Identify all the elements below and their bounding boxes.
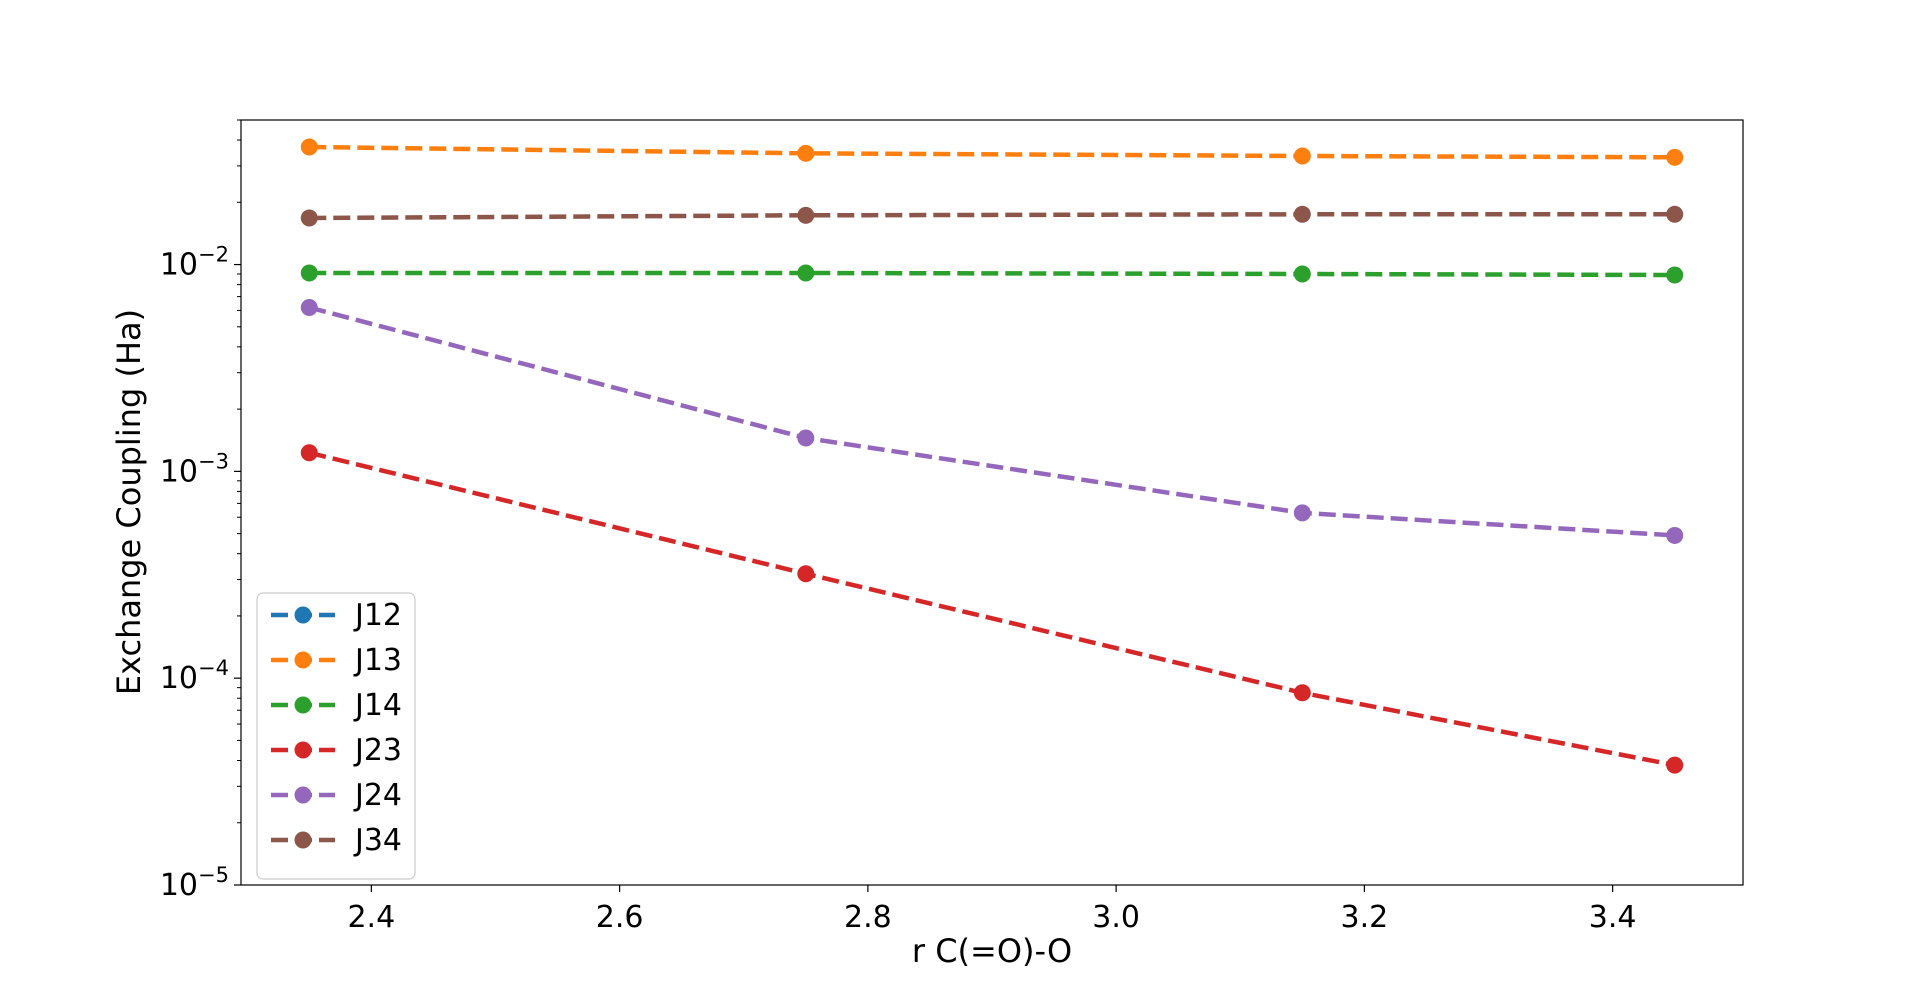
series-layer	[300, 138, 1684, 774]
series-line-j24	[308, 305, 1675, 538]
legend-marker-j13	[294, 651, 312, 669]
legend-label-j12: J12	[353, 598, 402, 633]
x-tick-label: 2.6	[596, 900, 644, 935]
legend-label-j24: J24	[353, 778, 402, 813]
data-point-j13	[1666, 148, 1684, 166]
x-axis-label: r C(=O)-O	[912, 932, 1072, 970]
data-point-j34	[1666, 205, 1684, 223]
data-point-j34	[797, 206, 815, 224]
x-axis: 2.4 2.6 2.8 3.0 3.2 3.4	[347, 885, 1637, 935]
x-tick-label: 3.0	[1092, 900, 1140, 935]
series-line-j14	[309, 270, 1675, 278]
series-line-j13	[309, 144, 1675, 160]
data-point-j34	[1293, 205, 1311, 223]
y-axis: 10−5 10−4 10−3 10−2	[160, 119, 241, 903]
data-point-j14	[797, 264, 815, 282]
legend-marker-j14	[294, 696, 312, 714]
data-point-j13	[1293, 147, 1311, 165]
data-point-j14	[300, 264, 318, 282]
data-point-j34	[300, 209, 318, 227]
data-point-j13	[797, 144, 815, 162]
legend-marker-j12	[294, 606, 312, 624]
data-point-j23	[300, 444, 318, 462]
data-point-j23	[797, 565, 815, 583]
legend-label-j34: J34	[353, 823, 402, 858]
data-point-j13	[300, 138, 318, 156]
legend-label-j23: J23	[353, 733, 402, 768]
y-tick-label: 10−2	[160, 243, 229, 283]
data-point-j23	[1293, 684, 1311, 702]
series-line-j23	[308, 450, 1676, 768]
x-tick-label: 3.2	[1341, 900, 1389, 935]
data-point-j23	[1666, 756, 1684, 774]
legend-marker-j24	[294, 786, 312, 804]
data-point-j24	[1666, 526, 1684, 544]
data-point-j24	[797, 429, 815, 447]
legend-marker-j23	[294, 741, 312, 759]
legend-marker-j34	[294, 831, 312, 849]
data-point-j14	[1293, 265, 1311, 283]
y-tick-label: 10−3	[160, 449, 229, 489]
legend: J12 J13 J14 J23 J24 J34	[256, 592, 416, 880]
x-tick-label: 2.4	[347, 900, 395, 935]
y-tick-label: 10−5	[160, 863, 229, 903]
x-tick-label: 3.4	[1589, 900, 1637, 935]
legend-label-j14: J14	[353, 688, 402, 723]
y-axis-label: Exchange Coupling (Ha)	[110, 309, 148, 695]
data-point-j14	[1666, 266, 1684, 284]
data-point-j24	[1293, 504, 1311, 522]
series-line-j34	[309, 212, 1675, 221]
legend-label-j13: J13	[353, 643, 402, 678]
x-tick-label: 2.8	[844, 900, 892, 935]
data-point-j24	[300, 298, 318, 316]
plot-frame	[240, 119, 1744, 886]
y-tick-label: 10−4	[160, 656, 229, 696]
